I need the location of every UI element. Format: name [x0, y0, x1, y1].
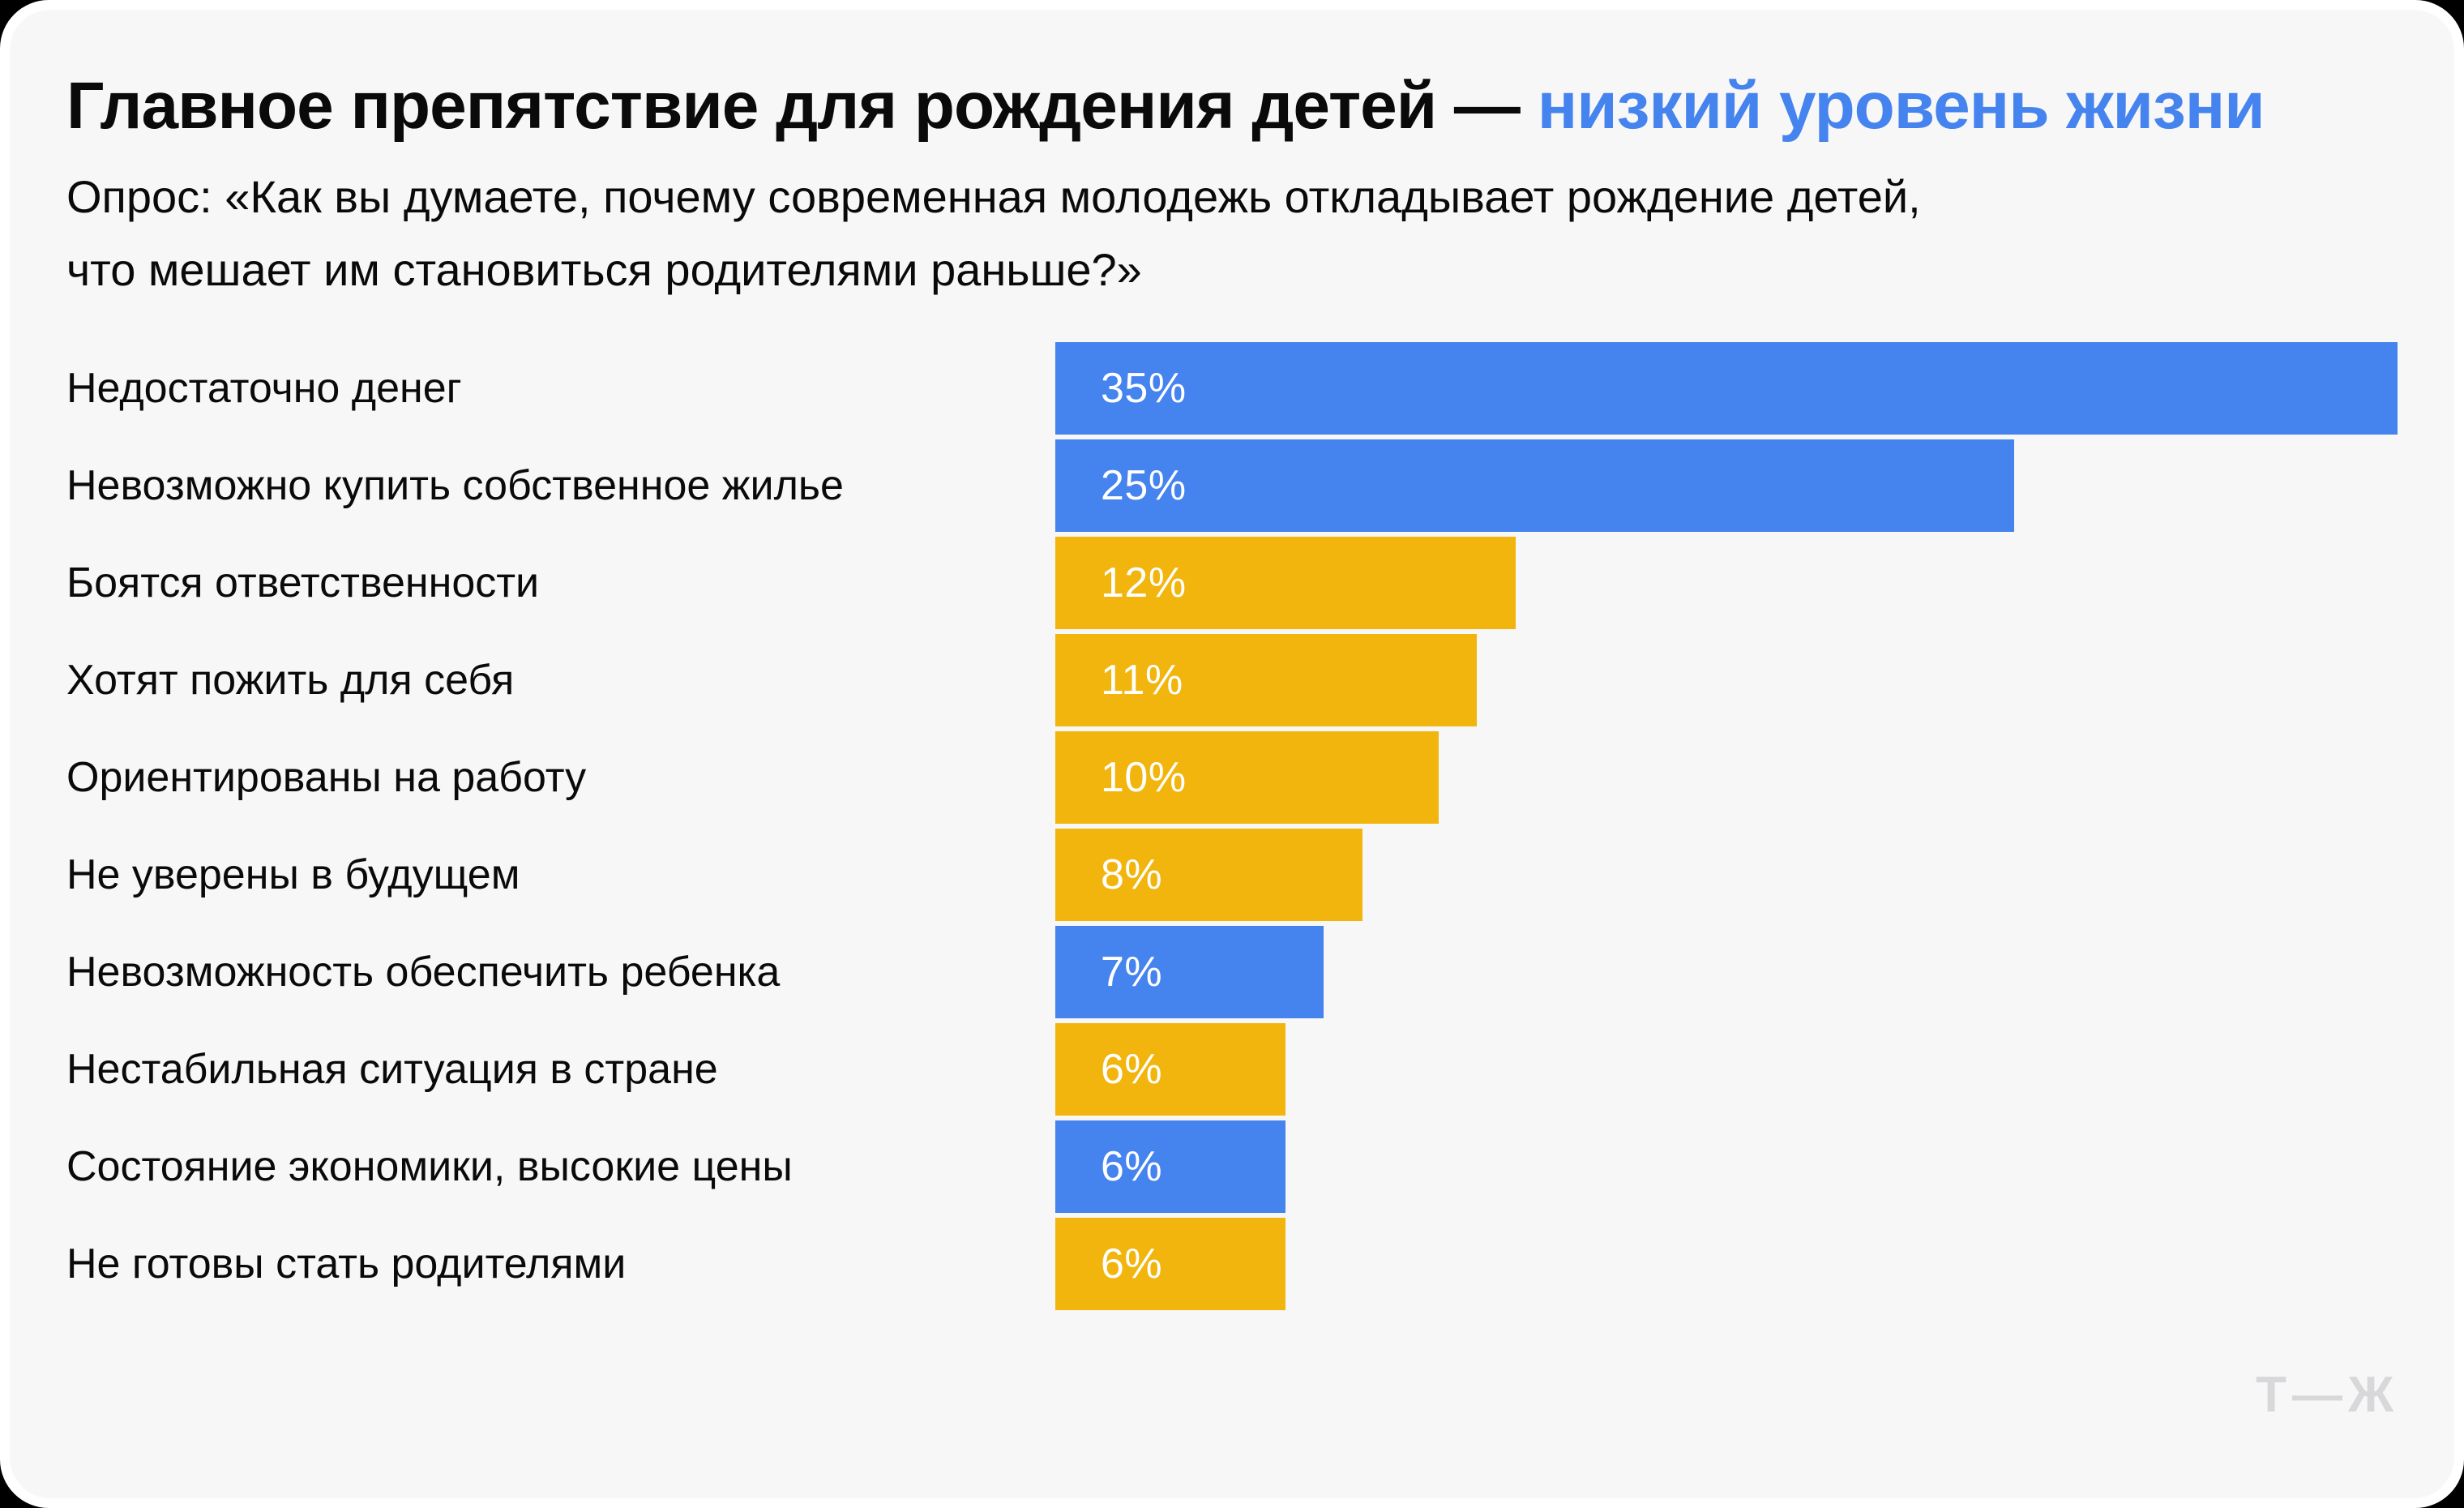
survey-question-line1: Опрос: «Как вы думаете, почему современн… [66, 171, 1921, 222]
bar: 6% [1055, 1120, 1285, 1213]
bar-chart: Недостаточно денег 35% Невозможно купить с… [66, 342, 2398, 1315]
category-label: Боятся ответственности [66, 559, 540, 606]
tj-logo: Т—Ж [2256, 1367, 2399, 1423]
bar-track: 7% [1055, 926, 2398, 1018]
chart-row: Состояние экономики, высокие цены 6% [66, 1120, 2398, 1213]
page-title: Главное препятствие для рождения детей —… [66, 66, 2265, 146]
bar: 6% [1055, 1218, 1285, 1310]
chart-row: Невозможно купить собственное жилье 25% [66, 439, 2398, 532]
bar: 35% [1055, 342, 2398, 435]
bar: 7% [1055, 926, 1324, 1018]
bar-value-label: 10% [1101, 754, 1187, 801]
category-label: Недостаточно денег [66, 365, 462, 412]
bar: 10% [1055, 731, 1439, 824]
bar-value-label: 6% [1101, 1143, 1163, 1190]
chart-row: Не уверены в будущем 8% [66, 829, 2398, 921]
category-label: Не уверены в будущем [66, 851, 520, 898]
bar-track: 6% [1055, 1120, 2398, 1213]
chart-row: Недостаточно денег 35% [66, 342, 2398, 435]
chart-row: Ориентированы на работу 10% [66, 731, 2398, 824]
chart-row: Невозможность обеспечить ребенка 7% [66, 926, 2398, 1018]
survey-question: Опрос: «Как вы думаете, почему современн… [66, 161, 1921, 306]
category-label: Нестабильная ситуация в стране [66, 1046, 718, 1093]
bar-value-label: 25% [1101, 462, 1187, 509]
chart-row: Не готовы стать родителями 6% [66, 1218, 2398, 1310]
bar-track: 6% [1055, 1023, 2398, 1116]
bar-track: 35% [1055, 342, 2398, 435]
bar: 25% [1055, 439, 2014, 532]
bar-track: 12% [1055, 537, 2398, 629]
bar-value-label: 11% [1101, 657, 1183, 704]
bar-track: 11% [1055, 634, 2398, 726]
bar: 8% [1055, 829, 1362, 921]
bar-value-label: 8% [1101, 851, 1163, 898]
chart-row: Боятся ответственности 12% [66, 537, 2398, 629]
category-label: Невозможно купить собственное жилье [66, 462, 844, 509]
bar-value-label: 7% [1101, 949, 1163, 996]
bar-value-label: 6% [1101, 1240, 1163, 1287]
bar-value-label: 35% [1101, 365, 1187, 412]
survey-question-line2: что мешает им становиться родителями ран… [66, 243, 1142, 295]
bar-track: 8% [1055, 829, 2398, 921]
bar: 12% [1055, 537, 1516, 629]
category-label: Невозможность обеспечить ребенка [66, 949, 781, 996]
bar-track: 6% [1055, 1218, 2398, 1310]
bar: 11% [1055, 634, 1478, 726]
chart-row: Хотят пожить для себя 11% [66, 634, 2398, 726]
title-main: Главное препятствие для рождения детей — [66, 69, 1538, 143]
chart-row: Нестабильная ситуация в стране 6% [66, 1023, 2398, 1116]
title-highlight: низкий уровень жизни [1537, 69, 2265, 143]
bar-track: 25% [1055, 439, 2398, 532]
bar-value-label: 12% [1101, 559, 1187, 606]
category-label: Не готовы стать родителями [66, 1240, 627, 1287]
category-label: Ориентированы на работу [66, 754, 587, 801]
category-label: Состояние экономики, высокие цены [66, 1143, 793, 1190]
bar: 6% [1055, 1023, 1285, 1116]
category-label: Хотят пожить для себя [66, 657, 515, 704]
bar-track: 10% [1055, 731, 2398, 824]
bar-value-label: 6% [1101, 1046, 1163, 1093]
